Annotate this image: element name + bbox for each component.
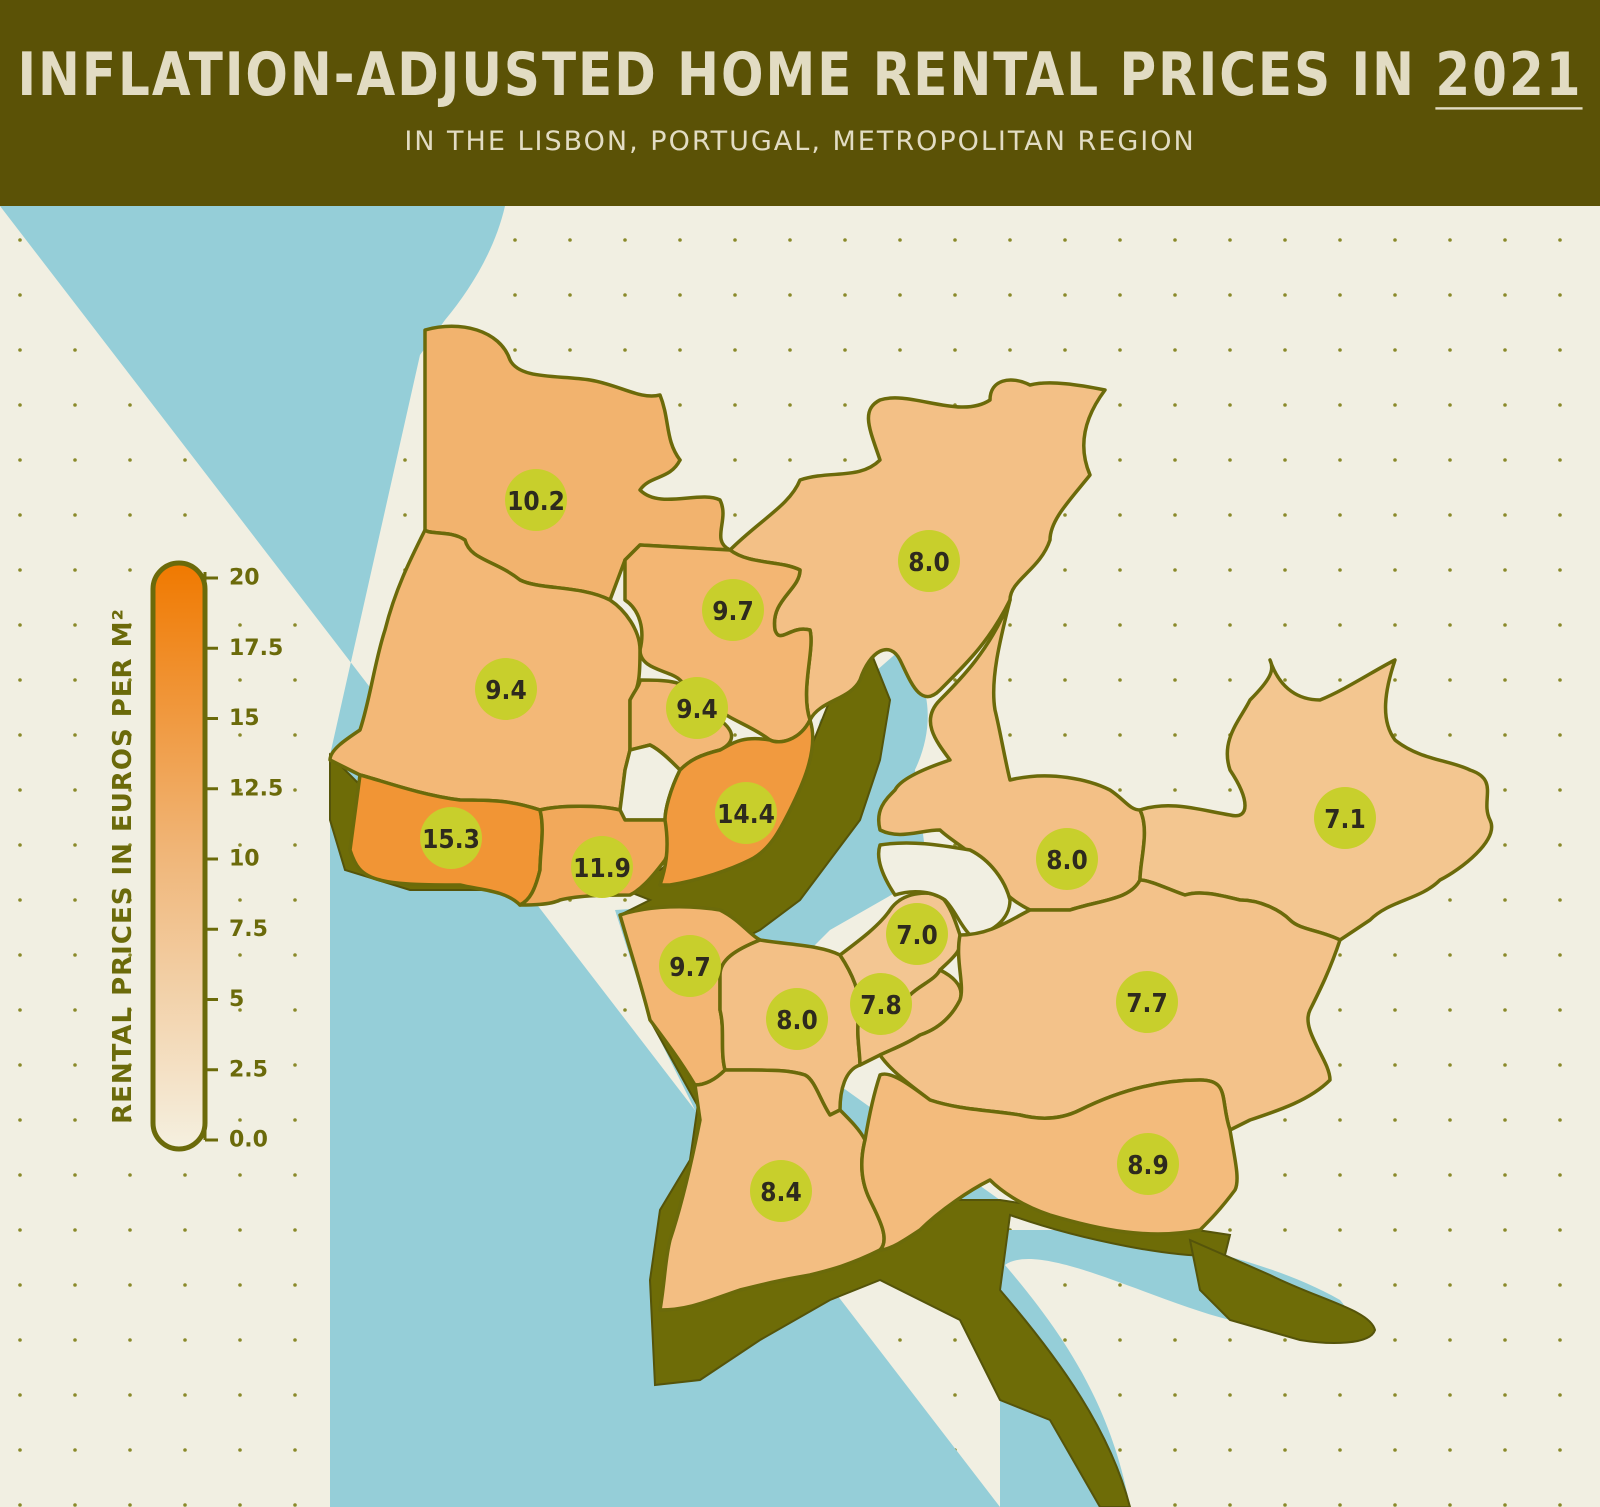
badge-lisboa: 14.4 — [715, 782, 777, 844]
map-title: INFLATION-ADJUSTED HOME RENTAL PRICES IN… — [17, 40, 1583, 110]
scale-tick-label: 17.5 — [229, 636, 283, 661]
badge-setubal: 8.9 — [1117, 1133, 1179, 1195]
badge-sintra: 9.4 — [475, 658, 537, 720]
header-banner: INFLATION-ADJUSTED HOME RENTAL PRICES IN… — [0, 0, 1600, 206]
badge-almada: 9.7 — [659, 935, 721, 997]
scale-tick-label: 15 — [229, 706, 260, 731]
svg-text:9.7: 9.7 — [712, 597, 753, 627]
svg-text:8.0: 8.0 — [1046, 846, 1087, 876]
badge-odivelas: 9.4 — [666, 677, 728, 739]
badge-palmela: 7.7 — [1116, 971, 1178, 1033]
badge-alcochete: 8.0 — [1036, 828, 1098, 890]
svg-text:7.7: 7.7 — [1126, 989, 1167, 1019]
color-scale-legend: 20 17.5 15 12.5 10 7.5 5 2.5 0.0 RENTAL PRICES I… — [108, 560, 283, 1153]
svg-text:9.4: 9.4 — [676, 695, 717, 725]
badge-loures: 9.7 — [702, 579, 764, 641]
svg-text:15.3: 15.3 — [422, 825, 480, 855]
region-value-badges: 10.2 8.0 9.7 9.4 9.4 15.3 11.9 14.4 8.0 … — [420, 469, 1376, 1222]
badge-moita: 7.8 — [850, 973, 912, 1035]
scale-tick-label: 7.5 — [229, 917, 268, 942]
badge-mafra: 10.2 — [505, 469, 567, 531]
svg-text:7.1: 7.1 — [1324, 805, 1365, 835]
svg-text:8.0: 8.0 — [908, 548, 949, 578]
svg-text:7.8: 7.8 — [860, 991, 901, 1021]
scale-tick-label: 2.5 — [229, 1057, 268, 1082]
scale-ticks: 20 17.5 15 12.5 10 7.5 5 2.5 0.0 — [205, 566, 283, 1153]
map-subtitle: IN THE LISBON, PORTUGAL, METROPOLITAN RE… — [404, 126, 1196, 157]
scale-tick-label: 0.0 — [229, 1128, 268, 1153]
badge-vila-franca: 8.0 — [898, 530, 960, 592]
badge-seixal: 8.0 — [766, 988, 828, 1050]
scale-tick-label: 12.5 — [229, 776, 283, 801]
region-palmela[interactable] — [878, 878, 1342, 1132]
scale-tick-label: 20 — [229, 566, 260, 591]
legend-title: RENTAL PRICES IN EUROS PER M² — [108, 608, 138, 1124]
svg-text:11.9: 11.9 — [573, 854, 631, 884]
title-year: 2021 — [1435, 40, 1583, 110]
svg-text:8.4: 8.4 — [760, 1178, 801, 1208]
badge-cascais: 15.3 — [420, 807, 482, 869]
scale-tick-label: 5 — [229, 987, 244, 1012]
region-setubal[interactable] — [859, 1072, 1239, 1252]
badge-barreiro: 7.0 — [886, 903, 948, 965]
badge-sesimbra: 8.4 — [750, 1160, 812, 1222]
color-scale-bar — [150, 560, 208, 1152]
svg-text:14.4: 14.4 — [717, 800, 775, 830]
svg-text:9.4: 9.4 — [485, 676, 526, 706]
svg-text:7.0: 7.0 — [896, 921, 937, 951]
map-canvas: 10.2 8.0 9.7 9.4 9.4 15.3 11.9 14.4 8.0 … — [0, 206, 1600, 1507]
badge-montijo: 7.1 — [1314, 787, 1376, 849]
scale-tick-label: 10 — [229, 847, 260, 872]
badge-oeiras: 11.9 — [571, 836, 633, 898]
svg-text:8.0: 8.0 — [776, 1006, 817, 1036]
svg-text:10.2: 10.2 — [507, 487, 565, 517]
ocean — [0, 206, 1350, 1507]
svg-text:8.9: 8.9 — [1127, 1151, 1168, 1181]
svg-text:9.7: 9.7 — [669, 953, 710, 983]
